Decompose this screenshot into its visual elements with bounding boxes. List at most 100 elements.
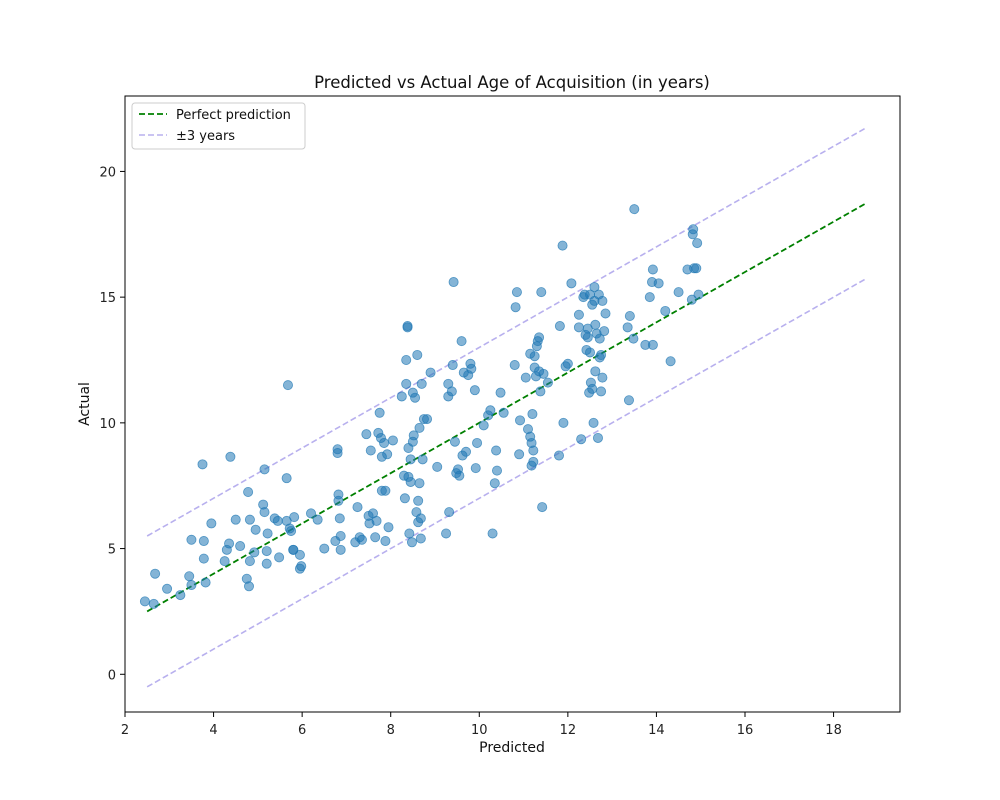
data-point: [272, 515, 283, 526]
data-point: [261, 558, 272, 569]
data-point: [647, 264, 658, 275]
data-point: [250, 524, 261, 535]
legend: Perfect prediction ±3 years: [131, 102, 306, 150]
data-point: [432, 461, 443, 472]
x-tick-label: 2: [121, 723, 129, 738]
data-point: [416, 378, 427, 389]
data-point: [412, 349, 423, 360]
data-point: [466, 363, 477, 374]
x-tick-label: 12: [560, 723, 577, 738]
data-point: [470, 463, 481, 474]
data-point: [382, 449, 393, 460]
data-point: [469, 385, 480, 396]
data-point: [557, 240, 568, 251]
data-point: [520, 372, 531, 383]
x-tick-label: 4: [209, 723, 217, 738]
data-point: [332, 444, 343, 455]
data-point: [489, 478, 500, 489]
data-point: [333, 495, 344, 506]
data-point: [417, 454, 428, 465]
data-point: [491, 445, 502, 456]
data-point: [296, 561, 307, 572]
data-point: [200, 577, 211, 588]
data-point: [596, 386, 607, 397]
data-point: [573, 322, 584, 333]
data-point: [335, 531, 346, 542]
x-tick-label: 14: [648, 723, 665, 738]
y-axis: 0 5 10 15 20: [99, 165, 125, 683]
data-point: [294, 549, 305, 560]
data-point: [456, 336, 467, 347]
data-point: [693, 289, 704, 300]
data-point: [334, 513, 345, 524]
data-point: [514, 449, 525, 460]
data-point: [562, 358, 573, 369]
data-point: [259, 464, 270, 475]
data-point: [686, 294, 697, 305]
data-point: [414, 478, 425, 489]
x-tick-label: 16: [737, 723, 754, 738]
data-point: [413, 495, 424, 506]
data-point: [305, 508, 316, 519]
data-point: [441, 528, 452, 539]
data-point: [554, 321, 565, 332]
data-point: [599, 326, 610, 337]
data-point: [410, 392, 421, 403]
data-point: [585, 347, 596, 358]
data-point: [380, 485, 391, 496]
data-point: [387, 435, 398, 446]
data-point: [535, 386, 546, 397]
data-point: [485, 405, 496, 416]
data-point: [582, 332, 593, 343]
data-point: [235, 541, 246, 552]
legend-label-plus-minus-3-years: ±3 years: [176, 129, 235, 144]
data-point: [244, 514, 255, 525]
x-tick-label: 8: [387, 723, 395, 738]
data-point: [449, 436, 460, 447]
data-point: [383, 522, 394, 533]
data-point: [660, 305, 671, 316]
data-point: [401, 378, 412, 389]
data-point: [594, 333, 605, 344]
data-point: [402, 321, 413, 332]
data-point: [352, 502, 363, 513]
data-point: [691, 263, 702, 274]
data-point: [629, 204, 640, 215]
data-point: [356, 534, 367, 545]
data-point: [491, 465, 502, 476]
x-axis-label: Predicted: [479, 740, 545, 756]
data-point: [186, 534, 197, 545]
data-point: [665, 356, 676, 367]
data-point: [219, 556, 230, 567]
data-point: [527, 409, 538, 420]
data-point: [422, 414, 433, 425]
data-point: [262, 528, 273, 539]
data-point: [590, 366, 601, 377]
data-point: [198, 536, 209, 547]
x-tick-label: 6: [298, 723, 306, 738]
data-point: [511, 287, 522, 298]
data-point: [380, 536, 391, 547]
plot-area: [139, 127, 866, 688]
plot-frame: [124, 95, 901, 713]
data-point: [688, 224, 699, 235]
data-point: [478, 420, 489, 431]
data-point: [472, 437, 483, 448]
lower-3-years-line: [146, 278, 865, 688]
data-point: [225, 451, 236, 462]
data-point: [590, 319, 601, 330]
data-point: [573, 309, 584, 320]
data-point: [197, 459, 208, 470]
data-point: [576, 434, 587, 445]
data-point: [401, 354, 412, 365]
data-point: [399, 493, 410, 504]
data-point: [406, 537, 417, 548]
data-point: [624, 310, 635, 321]
perfect-prediction-line: [146, 203, 866, 613]
data-point: [370, 532, 381, 543]
data-point: [554, 450, 565, 461]
data-point: [538, 368, 549, 379]
data-point: [589, 282, 600, 293]
data-point: [243, 581, 254, 592]
